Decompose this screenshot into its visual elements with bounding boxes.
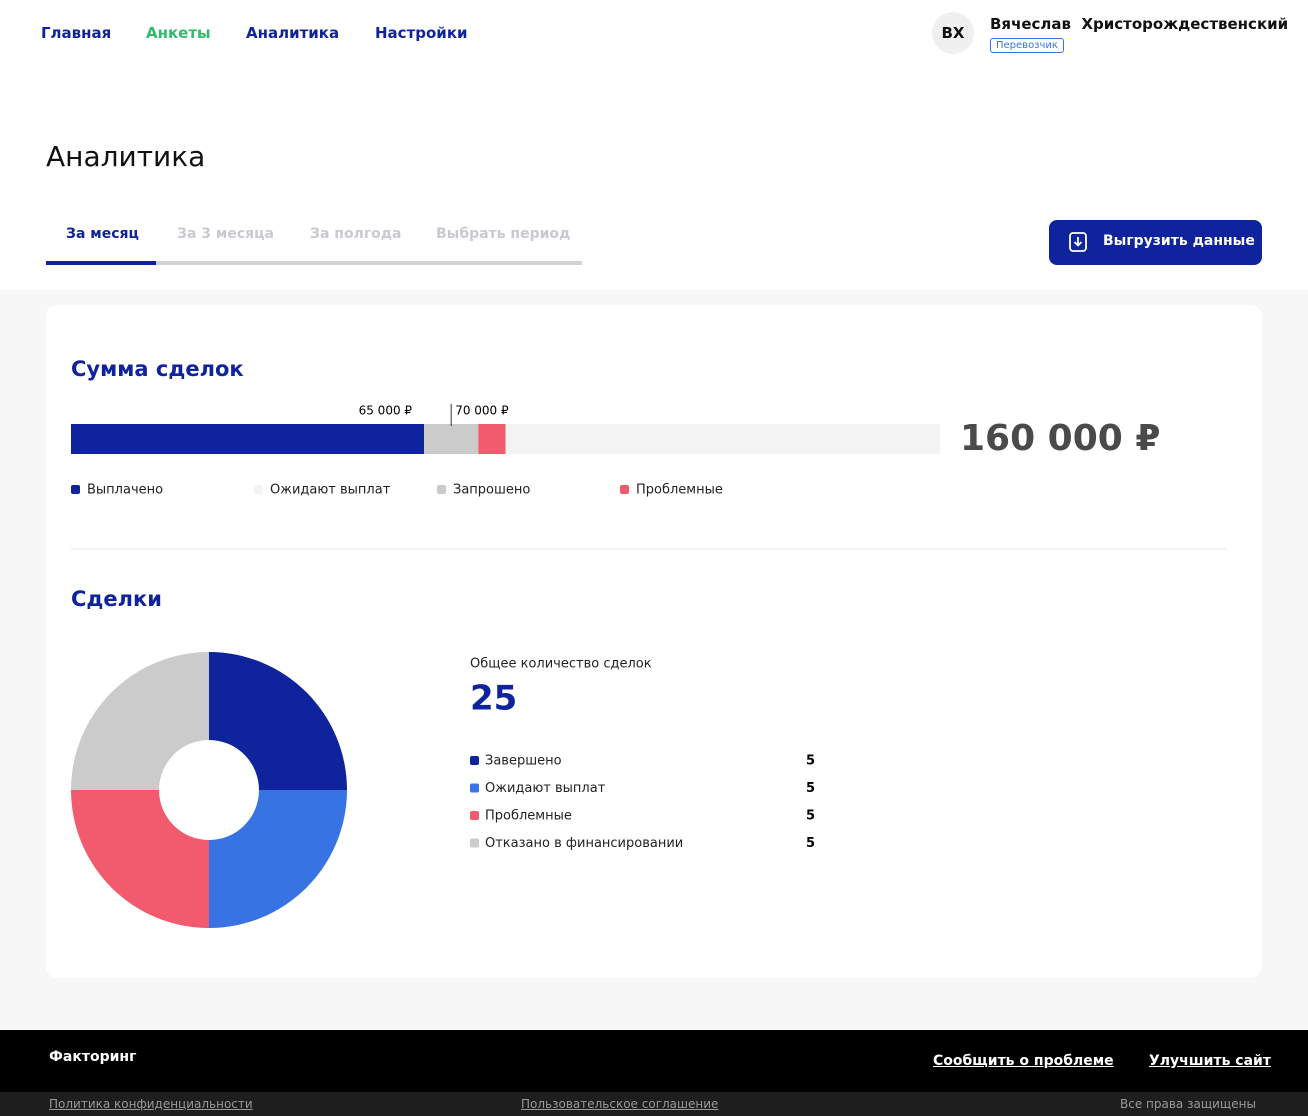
nav-link[interactable]: Настройки bbox=[375, 24, 468, 42]
footer-bottom bbox=[0, 1092, 1308, 1116]
donut-slice bbox=[71, 790, 209, 928]
legend-swatch bbox=[437, 485, 446, 494]
total-sum: 160 000 ₽ bbox=[960, 418, 1160, 459]
footer-link[interactable]: Политика конфиденциальности bbox=[49, 1097, 253, 1111]
legend-value: 5 bbox=[806, 754, 815, 769]
bar-segment bbox=[424, 424, 479, 454]
legend-value: 5 bbox=[806, 809, 815, 824]
marker-label: 70 000 ₽ bbox=[455, 404, 509, 418]
nav-link[interactable]: Аналитика bbox=[246, 24, 340, 42]
bar-segment bbox=[71, 424, 425, 454]
export-button[interactable]: Выгрузить данные bbox=[1049, 220, 1262, 265]
legend-label: Запрошено bbox=[453, 483, 530, 498]
bar-segment bbox=[505, 424, 940, 454]
legend-value: 5 bbox=[806, 781, 815, 796]
user-name: Вячеслав Христорождественский bbox=[990, 15, 1289, 33]
legend-value: 5 bbox=[806, 836, 815, 851]
tab[interactable]: За полгода bbox=[310, 226, 402, 242]
section-title: Сумма сделок bbox=[71, 357, 244, 381]
tab[interactable]: За 3 месяца bbox=[177, 226, 274, 242]
legend-swatch bbox=[470, 783, 479, 793]
avatar[interactable]: ВХ bbox=[932, 12, 974, 54]
legend-swatch bbox=[470, 756, 479, 765]
legend-label: Проблемные bbox=[485, 809, 572, 824]
legend-swatch bbox=[470, 811, 479, 820]
footer-link[interactable]: Пользовательское соглашение bbox=[521, 1097, 719, 1111]
donut-slice bbox=[209, 790, 347, 928]
nav-link[interactable]: Анкеты bbox=[146, 24, 211, 42]
tab[interactable]: Выбрать период bbox=[436, 226, 571, 242]
tab[interactable]: За месяц bbox=[66, 226, 139, 242]
footer-brand: Факторинг bbox=[49, 1049, 137, 1065]
total-count: 25 bbox=[470, 679, 517, 719]
user-role: Перевозчик bbox=[990, 38, 1064, 53]
charts: Сумма сделок Сделки Общее количество сде… bbox=[71, 357, 1226, 928]
export-icon bbox=[1069, 232, 1087, 252]
legend-label: Завершено bbox=[485, 754, 562, 769]
legend-label: Выплачено bbox=[87, 483, 163, 498]
footer-link[interactable]: Улучшить сайт bbox=[1149, 1053, 1271, 1069]
legend-label: Отказано в финансировании bbox=[485, 836, 683, 851]
bar-segment bbox=[478, 424, 506, 454]
nav-link[interactable]: Главная bbox=[41, 24, 112, 42]
legend-swatch bbox=[254, 485, 263, 494]
total-caption: Общее количество сделок bbox=[470, 657, 652, 672]
section-title: Сделки bbox=[71, 587, 162, 611]
legend-label: Проблемные bbox=[636, 483, 723, 498]
footer bbox=[0, 1030, 1308, 1092]
legend-swatch bbox=[470, 838, 479, 848]
donut-slice bbox=[209, 652, 347, 790]
copyright: Все права защищены bbox=[1120, 1097, 1256, 1111]
legend-swatch bbox=[620, 485, 629, 494]
page-title: Аналитика bbox=[46, 140, 206, 173]
legend-label: Ожидают выплат bbox=[485, 781, 606, 796]
legend-label: Ожидают выплат bbox=[270, 483, 391, 498]
tab-indicator bbox=[46, 261, 156, 265]
footer-link[interactable]: Сообщить о проблеме bbox=[933, 1053, 1114, 1069]
donut-slice bbox=[71, 652, 209, 790]
value-label: 65 000 ₽ bbox=[359, 404, 413, 418]
legend-swatch bbox=[71, 485, 80, 494]
tabs-track bbox=[46, 261, 582, 265]
export-label: Выгрузить данные bbox=[1103, 233, 1255, 249]
